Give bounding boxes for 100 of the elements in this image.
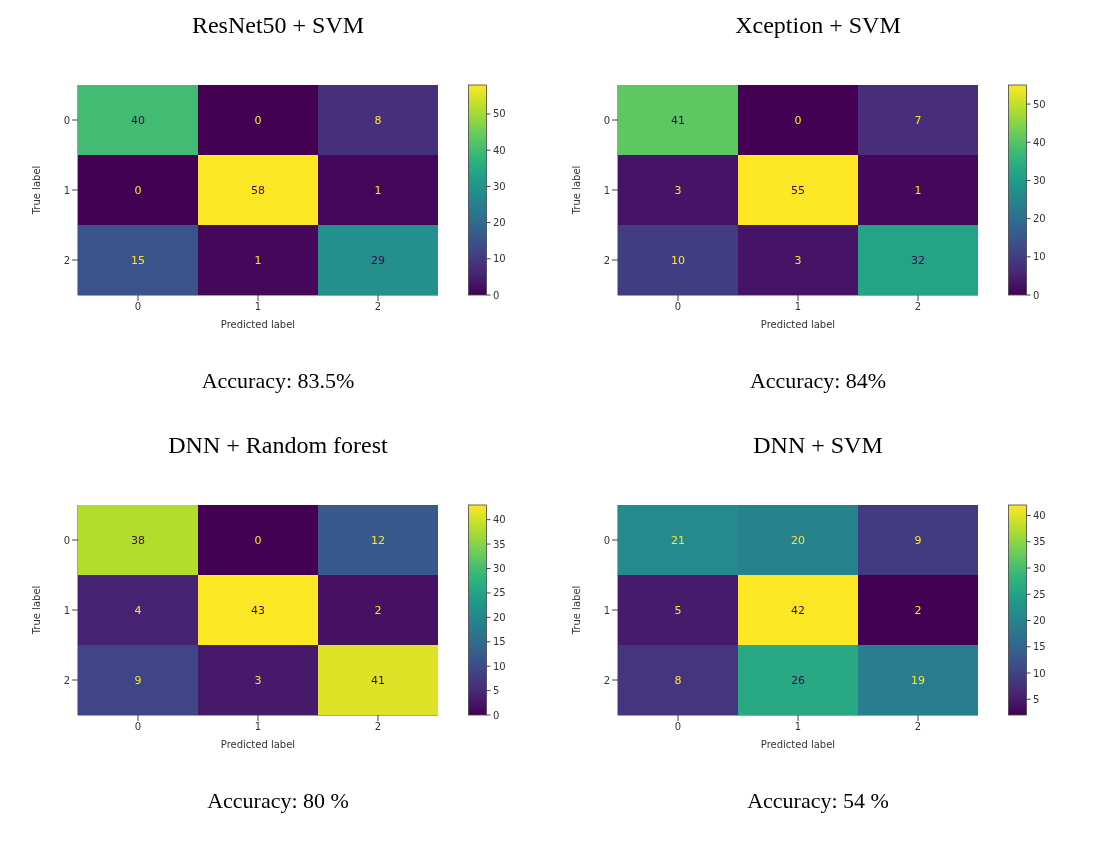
- color-bar-label: 20: [1033, 213, 1046, 225]
- color-bar-label: 50: [493, 108, 506, 120]
- color-bar-label: 30: [1033, 562, 1046, 574]
- data-label: 55: [791, 184, 805, 197]
- x-tick-label: 0: [134, 721, 142, 733]
- color-bar-label: 20: [493, 217, 506, 229]
- chart-title: DNN + Random forest: [168, 432, 388, 459]
- y-tick-label: 2: [63, 674, 70, 686]
- x-axis-title: Predicted label: [760, 319, 836, 330]
- color-bar-label: 0: [1033, 289, 1040, 301]
- data-label: 38: [131, 534, 145, 547]
- data-label: 21: [671, 534, 685, 547]
- x-tick-label: 2: [374, 721, 382, 733]
- data-label: 43: [251, 604, 265, 617]
- data-label: 1: [254, 254, 262, 267]
- y-tick-label: 0: [63, 534, 70, 546]
- data-label: 3: [794, 254, 802, 267]
- data-label: 41: [371, 674, 385, 687]
- color-bar-label: 0: [493, 709, 500, 721]
- x-axis-title: Predicted label: [220, 739, 296, 750]
- color-bar-label: 10: [1033, 251, 1046, 263]
- color-bar-label: 40: [1033, 510, 1046, 521]
- data-label: 5: [674, 604, 682, 617]
- x-tick-label: 2: [374, 301, 382, 313]
- data-label: 2: [374, 604, 382, 617]
- x-tick-label: 1: [254, 301, 262, 313]
- y-tick-label: 0: [603, 114, 610, 126]
- data-label: 3: [674, 184, 682, 197]
- data-label: 26: [791, 674, 805, 687]
- color-bar-label: 15: [1033, 641, 1046, 653]
- color-bar-label: 10: [493, 660, 506, 672]
- color-bar-label: 35: [1033, 536, 1046, 548]
- x-tick-label: 0: [674, 721, 682, 733]
- text: Accuracy: 83.5%: [201, 368, 355, 394]
- color-bar-label: 50: [1033, 98, 1046, 110]
- y-axis-title: True label: [30, 165, 42, 216]
- color-bar-label: 30: [493, 562, 506, 574]
- data-label: 7: [914, 114, 922, 127]
- data-label: 3: [254, 674, 262, 687]
- data-label: 40: [131, 114, 145, 127]
- color-bar-label: 5: [1033, 693, 1040, 705]
- data-label: 42: [791, 604, 805, 617]
- data-label: 32: [911, 254, 925, 267]
- data-label: 8: [374, 114, 382, 127]
- color-bar-label: 10: [493, 253, 506, 265]
- x-axis-title: Predicted label: [220, 319, 296, 330]
- data-label: 0: [254, 534, 262, 547]
- data-label: 9: [134, 674, 142, 687]
- chart-title: ResNet50 + SVM: [191, 12, 365, 39]
- color-bar-label: 20: [1033, 615, 1046, 626]
- x-tick-label: 2: [914, 301, 922, 313]
- y-axis-title: True label: [30, 585, 42, 636]
- data-label: 0: [254, 114, 262, 127]
- color-bar-label: 10: [1033, 667, 1046, 679]
- data-label: 2: [914, 604, 922, 617]
- y-tick-label: 2: [603, 254, 610, 266]
- color-bar-label: 40: [493, 144, 506, 156]
- color-bar-label: 30: [1033, 174, 1046, 186]
- x-tick-label: 0: [134, 301, 142, 313]
- x-tick-label: 1: [254, 721, 262, 733]
- y-tick-label: 1: [603, 604, 610, 616]
- y-tick-label: 2: [63, 254, 70, 266]
- data-label: 20: [791, 534, 805, 547]
- x-tick-label: 1: [794, 721, 802, 733]
- x-tick-label: 2: [914, 721, 922, 733]
- data-label: 1: [374, 184, 382, 197]
- color-bar-label: 5: [493, 685, 500, 697]
- y-tick-label: 0: [63, 114, 70, 126]
- x-tick-label: 0: [674, 301, 682, 313]
- color-bar-label: 40: [1033, 136, 1046, 148]
- color-bar-label: 25: [493, 587, 506, 599]
- x-tick-label: 1: [794, 301, 802, 313]
- data-label: 8: [674, 674, 682, 687]
- y-tick-label: 1: [63, 604, 70, 616]
- data-label: 4: [134, 604, 142, 617]
- data-label: 15: [131, 254, 145, 267]
- y-tick-label: 0: [603, 534, 610, 546]
- data-label: 29: [371, 254, 385, 267]
- color-bar-label: 15: [493, 636, 506, 648]
- color-bar-label: 0: [493, 289, 500, 301]
- data-label: 1: [914, 184, 922, 197]
- text: Accuracy: 84%: [749, 368, 887, 394]
- y-tick-label: 2: [603, 674, 610, 686]
- color-bar-label: 30: [493, 180, 506, 192]
- color-bar-label: 40: [493, 514, 506, 526]
- data-label: 9: [914, 534, 922, 547]
- chart-title: DNN + SVM: [753, 432, 883, 459]
- color-bar-label: 25: [1033, 588, 1046, 600]
- color-bar-label: 35: [493, 538, 506, 550]
- y-tick-label: 1: [63, 184, 70, 196]
- text: Accuracy: 80 %: [207, 788, 349, 814]
- data-label: 19: [911, 674, 925, 687]
- data-label: 58: [251, 184, 265, 197]
- data-label: 0: [134, 184, 142, 197]
- y-axis-title: True label: [570, 585, 582, 636]
- data-label: 12: [371, 534, 385, 547]
- data-label: 0: [794, 114, 802, 127]
- text: Accuracy: 54 %: [747, 788, 889, 814]
- chart-title: Xception + SVM: [735, 12, 901, 39]
- data-label: 41: [671, 114, 685, 127]
